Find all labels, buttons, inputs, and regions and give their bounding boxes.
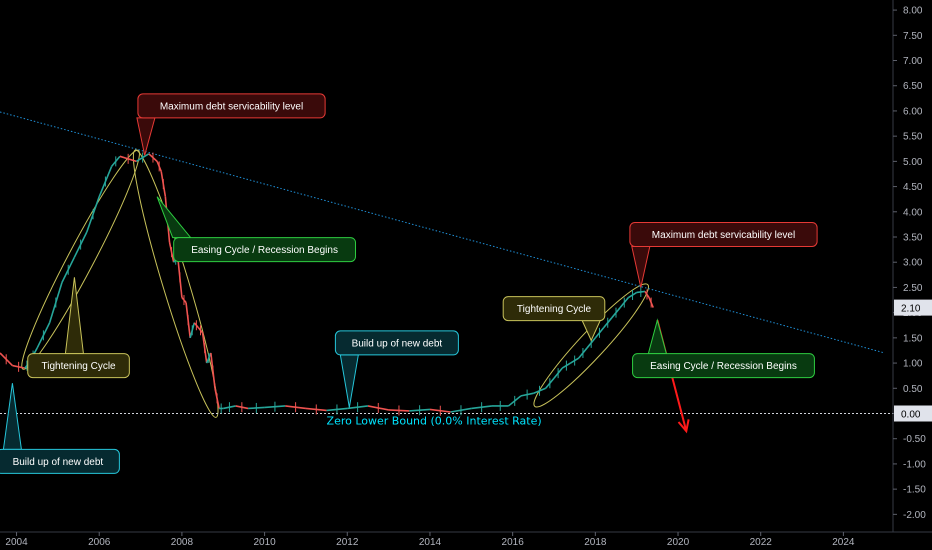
y-tick-label: 3.50 (903, 233, 923, 244)
callout-pointer (647, 318, 667, 355)
callout-box (27, 353, 130, 379)
cycle-ellipse (132, 149, 219, 418)
x-tick-label: 2020 (667, 537, 690, 548)
x-tick-label: 2016 (502, 537, 525, 548)
current-price-tag-bg (894, 299, 932, 316)
callout-pointer (2, 383, 22, 450)
x-tick-label: 2006 (88, 537, 111, 548)
y-tick-label: -1.50 (903, 485, 926, 496)
y-tick-label: 8.00 (903, 6, 923, 17)
x-tick-label: 2014 (419, 537, 442, 548)
callout-box (334, 330, 459, 356)
resistance-trendline (0, 111, 885, 354)
callout-pointer (339, 354, 359, 408)
callout-box (173, 237, 357, 263)
y-tick-label: -0.50 (903, 434, 926, 445)
callout-pointer (64, 277, 84, 355)
y-tick-label: 1.00 (903, 359, 923, 370)
callout-pointer (581, 320, 601, 342)
y-tick-label: 1.50 (903, 333, 923, 344)
callout-label: Tightening Cycle (41, 361, 116, 372)
callout-label: Build up of new debt (352, 338, 443, 349)
zero-price-tag: 0.00 (901, 409, 921, 420)
zero-lower-bound-label: Zero Lower Bound (0.0% Interest Rate) (327, 414, 542, 427)
cycle-ellipse (533, 283, 649, 408)
x-tick-label: 2012 (336, 537, 359, 548)
y-tick-label: -1.00 (903, 459, 926, 470)
x-tick-label: 2010 (253, 537, 276, 548)
callout-box (137, 93, 326, 119)
y-tick-label: 4.00 (903, 207, 923, 218)
callout-box (0, 448, 120, 474)
forecast-arrow-head (677, 419, 690, 434)
callout-label: Easing Cycle / Recession Begins (191, 245, 338, 256)
cycle-ellipse (21, 149, 140, 370)
y-tick-label: 6.50 (903, 81, 923, 92)
y-tick-label: 3.00 (903, 258, 923, 269)
callout-label: Maximum debt servicability level (160, 101, 303, 112)
callout-pointer (631, 245, 651, 288)
callout-label: Easing Cycle / Recession Begins (650, 361, 797, 372)
y-tick-label: 7.50 (903, 31, 923, 42)
x-tick-label: 2018 (584, 537, 607, 548)
x-tick-label: 2004 (5, 537, 28, 548)
y-tick-label: 6.00 (903, 106, 923, 117)
y-tick-label: -2.00 (903, 510, 926, 521)
y-tick-label: 4.50 (903, 182, 923, 193)
y-tick-label: 0.50 (903, 384, 923, 395)
callout-pointer (156, 196, 192, 239)
callout-label: Tightening Cycle (517, 304, 592, 315)
y-tick-label: 5.00 (903, 157, 923, 168)
y-tick-label: 2.50 (903, 283, 923, 294)
callout-box (632, 353, 815, 379)
x-tick-label: 2008 (171, 537, 194, 548)
zero-price-tag-bg (894, 405, 932, 422)
callout-label: Build up of new debt (13, 457, 104, 468)
callout-box (502, 296, 606, 322)
callout-label: Maximum debt servicability level (652, 230, 795, 241)
y-tick-label: 7.00 (903, 56, 923, 67)
x-tick-label: 2022 (750, 537, 773, 548)
current-price-tag: 2.10 (901, 304, 921, 315)
x-tick-label: 2024 (832, 537, 855, 548)
y-tick-label: 5.50 (903, 132, 923, 143)
callout-box (629, 221, 818, 247)
